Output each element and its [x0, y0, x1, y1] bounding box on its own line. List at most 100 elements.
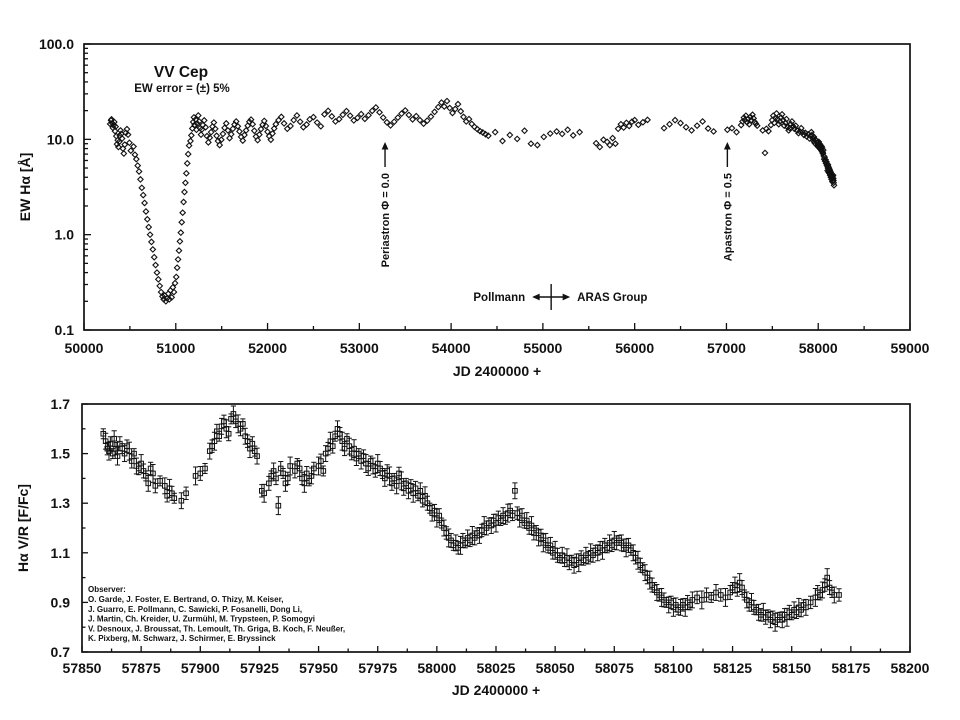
x-tick-label: 55000: [523, 340, 562, 356]
data-point: [211, 125, 219, 133]
data-point: [183, 159, 191, 167]
data-point: [275, 496, 282, 516]
data-point: [753, 122, 761, 130]
data-point: [207, 128, 215, 136]
data-point: [164, 489, 170, 503]
data-point: [372, 464, 379, 478]
data-point: [311, 461, 317, 476]
data-point: [141, 199, 149, 207]
x-tick-label: 56000: [615, 340, 654, 356]
y-tick-label: 100.0: [39, 36, 74, 52]
data-point: [708, 591, 715, 603]
data-point: [247, 116, 255, 124]
data-point: [337, 427, 343, 441]
y-tick-label: 0.9: [51, 594, 71, 610]
data-point: [713, 584, 719, 601]
data-point: [660, 124, 668, 132]
data-point: [803, 598, 809, 616]
y-tick-label: 0.1: [55, 322, 75, 338]
data-point: [328, 112, 336, 120]
marker: [329, 443, 336, 449]
data-point: [257, 125, 265, 133]
data-point: [527, 140, 535, 148]
data-point: [131, 448, 137, 460]
data-point: [150, 464, 156, 483]
data-point: [634, 121, 642, 129]
marker: [296, 465, 303, 472]
data-point: [186, 137, 194, 145]
marker: [261, 490, 267, 497]
data-point: [232, 117, 240, 125]
observer-note: Observer:O. Garde, J. Foster, E. Bertran…: [88, 585, 345, 643]
data-point: [206, 134, 214, 142]
data-point: [114, 143, 122, 151]
y-tick-label: 0.7: [51, 644, 71, 660]
data-point: [677, 119, 685, 127]
data-point: [123, 125, 131, 133]
data-point: [216, 430, 223, 442]
data-point: [242, 126, 250, 134]
data-point: [437, 99, 445, 107]
data-point: [383, 118, 391, 126]
data-point: [460, 113, 467, 121]
marker: [150, 470, 156, 477]
x-tick-label: 58000: [417, 660, 456, 676]
data-point: [454, 100, 462, 108]
vr-chart: 57850 57875 57900 57925 57950 57975 58000 58025…: [15, 396, 930, 698]
data-point: [431, 503, 438, 518]
data-point: [717, 588, 724, 602]
marker: [275, 502, 282, 509]
data-point: [202, 123, 210, 131]
data-point: [405, 111, 413, 119]
observer-note-title: Observer:: [88, 585, 126, 594]
data-point: [118, 135, 126, 142]
x-tick-label: 58000: [799, 340, 838, 356]
data-point: [434, 103, 442, 111]
data-point: [182, 169, 190, 177]
y-tick-label: 1.3: [51, 495, 71, 511]
data-point: [187, 131, 195, 139]
data-point: [365, 111, 372, 119]
x-tick-label: 58200: [891, 660, 930, 676]
observer-note-line: O. Garde, J. Foster, E. Bertrand, O. Thi…: [88, 595, 283, 604]
data-point: [440, 103, 448, 110]
data-point: [830, 181, 838, 189]
data-point: [126, 441, 133, 461]
data-point: [181, 179, 189, 187]
data-point: [491, 128, 499, 136]
marker: [273, 475, 279, 482]
data-point: [521, 127, 529, 135]
data-point: [443, 97, 451, 105]
data-point: [506, 131, 514, 139]
data-point: [175, 247, 183, 255]
data-point: [509, 510, 516, 522]
data-point: [449, 109, 456, 117]
marker: [114, 453, 121, 459]
data-point: [255, 131, 263, 139]
data-point: [398, 110, 406, 118]
data-point: [178, 218, 186, 226]
data-point: [361, 115, 369, 123]
data-point: [240, 418, 246, 430]
data-point: [178, 492, 185, 510]
data-point: [135, 168, 143, 175]
data-point: [287, 456, 293, 476]
marker: [417, 488, 424, 494]
x-tick-label: 58100: [654, 660, 693, 676]
data-point: [387, 121, 395, 129]
data-point: [546, 130, 554, 138]
data-point: [150, 253, 158, 261]
data-point: [354, 114, 361, 122]
data-point: [222, 119, 230, 127]
data-point: [152, 478, 159, 494]
annotation-label: Periastron Φ = 0.0: [380, 173, 392, 267]
data-point: [728, 124, 736, 132]
data-point: [211, 431, 218, 451]
data-point: [143, 215, 151, 223]
data-point: [533, 141, 541, 149]
data-point: [177, 229, 185, 237]
data-point: [254, 136, 262, 144]
phase-annotation: Periastron Φ = 0.0: [380, 142, 392, 267]
